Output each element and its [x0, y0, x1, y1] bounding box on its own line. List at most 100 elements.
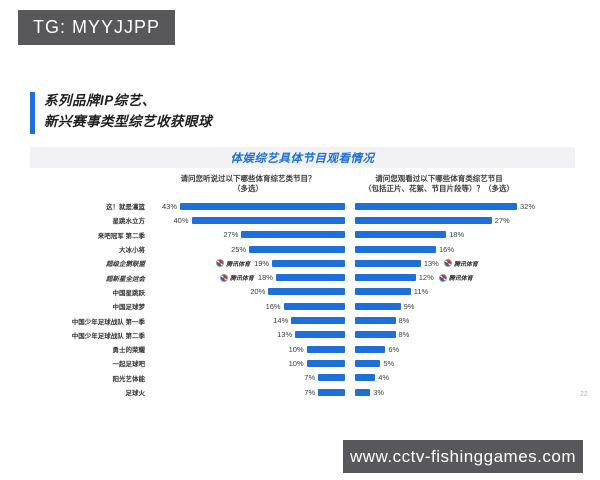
tencent-sports-globe-icon	[216, 259, 225, 268]
category-label: 足球火	[125, 390, 146, 397]
left-bar-cell: 10%	[145, 345, 345, 354]
right-bar-cell: 8%	[355, 330, 582, 339]
left-value-label: 20%	[250, 287, 266, 297]
right-value-label: 16%	[439, 244, 455, 254]
left-bar	[306, 345, 345, 353]
right-bar	[355, 216, 492, 224]
left-question-line2: （多选）	[233, 184, 263, 193]
mirrored-bar-chart: 这！就是灌篮 43% 32% 星跳水立方 40% 27% 来吧冠军 第二季 27% 18% 大冰小…	[30, 199, 582, 399]
right-value-label: 9%	[403, 301, 415, 311]
chart-row: 星跳水立方 40% 27%	[30, 213, 582, 227]
page-number: 22	[580, 391, 588, 398]
left-bar-cell: 16%	[145, 302, 345, 311]
website-badge: www.cctv-fishinggames.com	[343, 440, 583, 473]
left-question: 请问您听说过以下哪些体育综艺类节目？ （多选）	[120, 174, 376, 194]
tencent-sports-globe-icon	[443, 259, 452, 268]
chart-row: 中国少年足球战队 第二季 13% 8%	[30, 328, 582, 342]
left-bar	[249, 245, 345, 253]
left-bar	[180, 202, 345, 210]
right-value-label: 12%	[418, 273, 434, 283]
right-value-label: 13%	[423, 258, 439, 268]
right-bar	[355, 231, 447, 239]
chart-row: 阳光艺体能 7% 4%	[30, 371, 582, 385]
left-bar-cell: 7%	[145, 388, 345, 397]
category-label: 阳光艺体能	[112, 375, 146, 383]
right-value-label: 11%	[413, 287, 429, 297]
right-bar-cell: 3%	[355, 388, 582, 397]
left-value-label: 18%	[257, 273, 273, 283]
right-bar	[355, 374, 376, 382]
left-bar-cell: 25%	[145, 245, 345, 254]
right-bar-cell: 32%	[355, 202, 582, 211]
left-value-label: 25%	[231, 244, 247, 254]
left-value-label: 10%	[288, 344, 304, 354]
chart-title: 体娱综艺具体节目观看情况	[230, 152, 375, 165]
right-bar-cell: 6%	[355, 345, 582, 354]
category-label: 来吧冠军 第二季	[97, 232, 145, 240]
category-label: 这！就是灌篮	[106, 204, 145, 212]
right-bar-cell: 12% 腾讯体育	[355, 273, 582, 282]
left-value-label: 10%	[288, 358, 304, 368]
left-value-label: 14%	[273, 316, 289, 326]
chart-row: 足球火 7% 3%	[30, 385, 582, 399]
title-accent-bar	[30, 92, 35, 134]
right-bar	[355, 317, 396, 325]
tencent-sports-brand: 腾讯体育	[216, 259, 250, 268]
right-value-label: 5%	[383, 358, 395, 368]
right-bar	[355, 259, 421, 267]
category-label: 中国少年足球战队 第一季	[71, 318, 145, 326]
right-value-label: 4%	[378, 373, 390, 383]
left-bar-cell: 7%	[145, 373, 345, 382]
right-bar	[355, 331, 396, 339]
category-label: 中国少年足球战队 第二季	[71, 332, 145, 340]
category-label: 超新星全运会	[106, 275, 145, 283]
right-bar	[355, 274, 416, 282]
right-question-line2: （包括正片、花絮、节目片段等）？（多选）	[364, 184, 514, 193]
category-label: 中国星跳跃	[112, 289, 146, 297]
left-bar-cell: 43%	[145, 202, 345, 211]
left-bar	[318, 374, 345, 382]
right-value-label: 8%	[398, 316, 410, 326]
left-question-line1: 请问您听说过以下哪些体育综艺类节目？	[180, 174, 316, 183]
left-bar	[295, 331, 345, 339]
category-label: 勇士的荣耀	[112, 347, 146, 355]
left-value-label: 16%	[265, 301, 281, 311]
right-value-label: 27%	[494, 215, 510, 225]
left-value-label: 13%	[277, 330, 293, 340]
right-value-label: 32%	[520, 201, 536, 211]
left-value-label: 19%	[254, 258, 270, 268]
left-bar-cell: 腾讯体育 19%	[145, 259, 345, 268]
right-bar	[355, 359, 381, 367]
chart-row: 中国足球梦 16% 9%	[30, 299, 582, 313]
right-bar	[355, 302, 401, 310]
right-bar-cell: 9%	[355, 302, 582, 311]
slide-title-line2: 新兴赛事类型综艺收获眼球	[44, 114, 212, 129]
right-question-line1: 请问您观看过以下哪些体育类综艺节目	[375, 174, 503, 183]
left-value-label: 27%	[223, 230, 239, 240]
right-bar	[355, 245, 436, 253]
tencent-sports-label: 腾讯体育	[448, 276, 473, 283]
tencent-sports-globe-icon	[438, 273, 447, 282]
left-bar	[241, 231, 345, 239]
left-bar-cell: 27%	[145, 230, 345, 239]
tencent-sports-label: 腾讯体育	[229, 276, 254, 283]
left-bar	[268, 288, 345, 296]
left-bar-cell: 腾讯体育 18%	[145, 273, 345, 282]
right-bar	[355, 288, 411, 296]
tencent-sports-globe-icon	[219, 273, 228, 282]
left-bar-cell: 13%	[145, 330, 345, 339]
right-bar-cell: 11%	[355, 287, 582, 296]
left-value-label: 7%	[304, 387, 316, 397]
left-bar-cell: 20%	[145, 287, 345, 296]
tencent-sports-brand: 腾讯体育	[219, 273, 254, 283]
right-bar	[355, 202, 517, 210]
category-label: 星跳水立方	[112, 218, 146, 226]
section-header-band: 体娱综艺具体节目观看情况	[30, 147, 575, 168]
chart-row: 中国少年足球战队 第一季 14% 8%	[30, 313, 582, 327]
left-value-label: 40%	[173, 215, 189, 225]
slide-title: 系列品牌IP综艺、 新兴赛事类型综艺收获眼球	[30, 90, 212, 134]
right-bar-cell: 16%	[355, 245, 582, 254]
right-value-label: 3%	[373, 387, 385, 397]
left-bar	[283, 302, 345, 310]
